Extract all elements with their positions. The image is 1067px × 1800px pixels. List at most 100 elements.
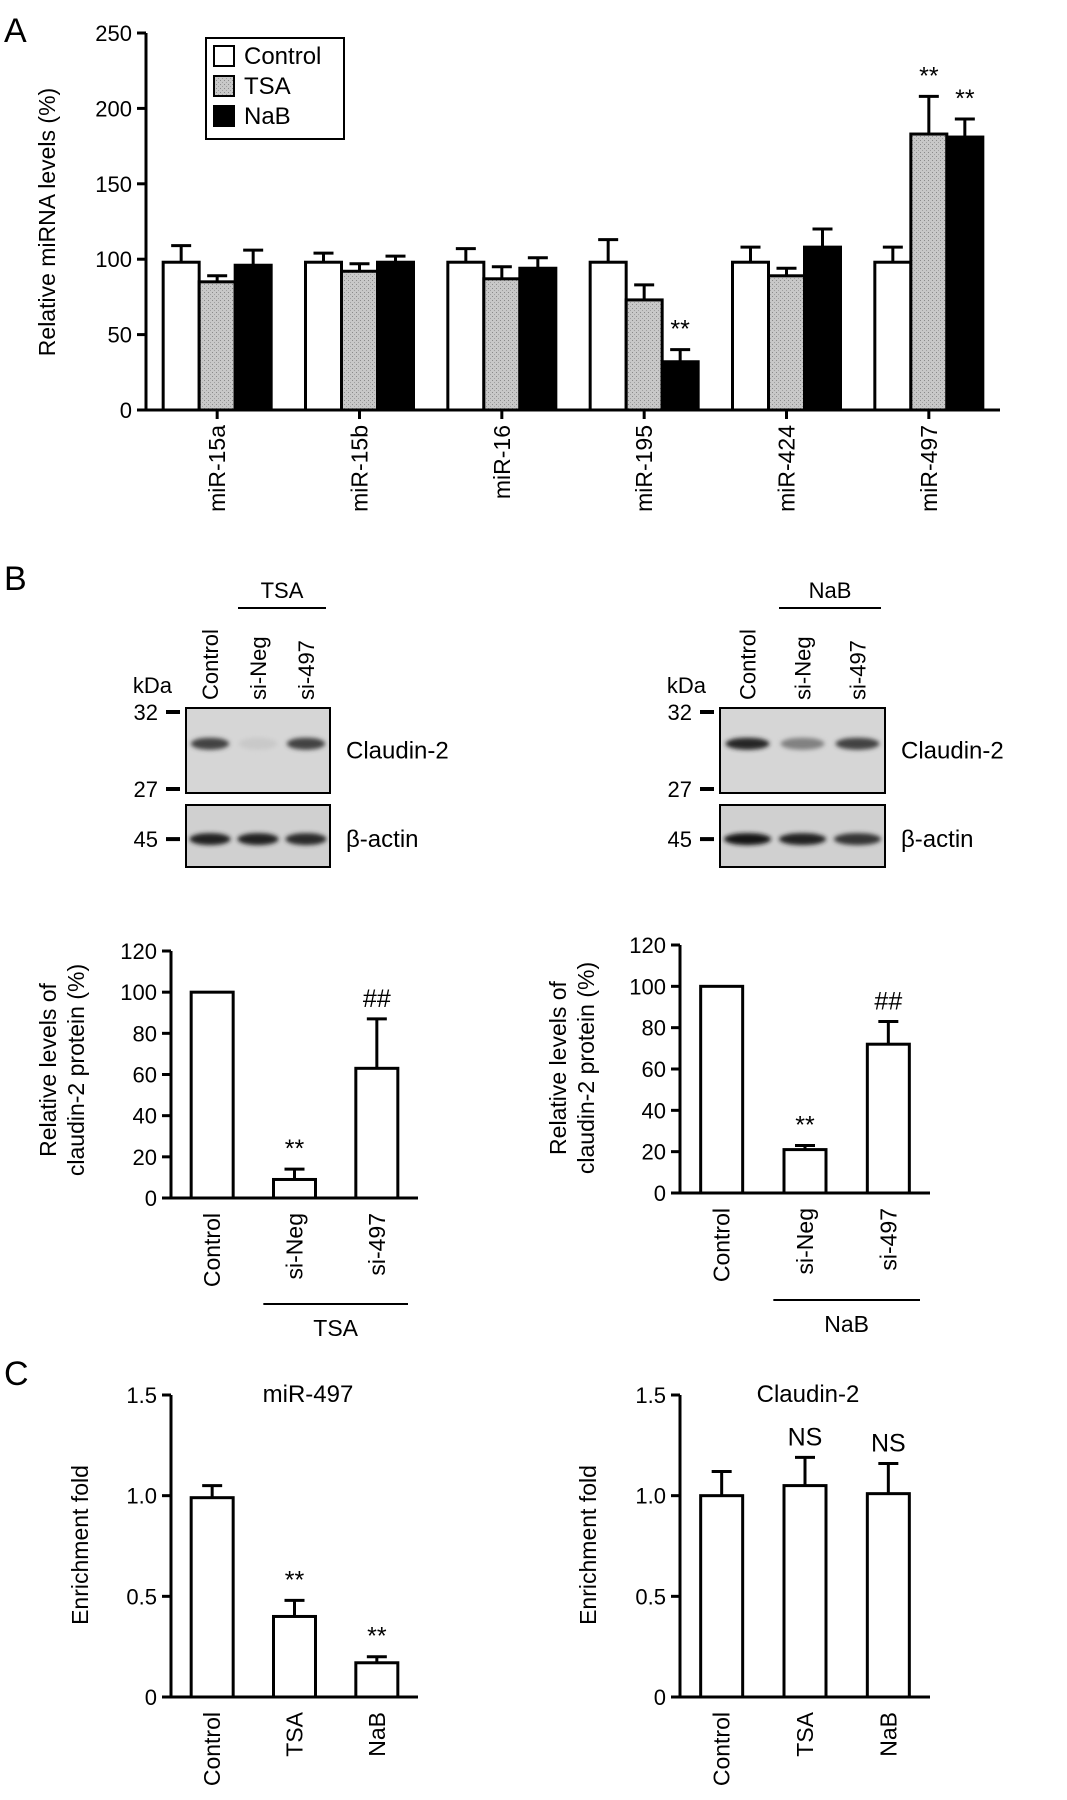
protein-label-claudin-2: Claudin-2 <box>901 738 1004 765</box>
bar-control <box>699 1494 745 1699</box>
blot-lane-label: si-Neg <box>791 636 816 700</box>
chart-title: miR-497 <box>263 1381 354 1408</box>
beta-actin-band <box>833 833 882 846</box>
category-label-control: Control <box>199 1213 225 1287</box>
y-tick-label: 60 <box>642 1057 666 1082</box>
bar-mir-15b-control <box>304 260 343 412</box>
legend: Control TSA NaB <box>205 37 345 140</box>
y-tick-label: 100 <box>629 974 666 999</box>
y-tick-label: 100 <box>120 980 157 1005</box>
bar-mir-15a-tsa <box>197 280 237 412</box>
beta-actin-band <box>723 833 772 846</box>
bar-mir-424-nab <box>803 245 842 412</box>
protein-label-beta-actin: β-actin <box>346 826 419 853</box>
y-tick-label: 0.5 <box>126 1584 157 1609</box>
y-tick-label: 0 <box>145 1186 157 1211</box>
category-label-si-neg: si-Neg <box>792 1208 818 1274</box>
bar-control <box>189 990 235 1200</box>
beta-actin-band <box>189 833 231 846</box>
y-tick-label: 200 <box>95 96 132 121</box>
chart-c-left: 0 0.5 1.0 1.5 Enrichment fold miR-497 Control T… <box>67 1381 418 1786</box>
category-label-control: Control <box>709 1712 735 1786</box>
bar-control <box>189 1496 235 1699</box>
group-label: TSA <box>313 1315 358 1341</box>
y-tick-label: 100 <box>95 247 132 272</box>
significance-mark: ## <box>363 985 391 1013</box>
kda-label: kDa <box>133 673 173 698</box>
y-tick-label: 150 <box>95 172 132 197</box>
bar-mir-195-control <box>588 260 628 412</box>
y-tick-label: 40 <box>133 1104 157 1129</box>
significance-mark: NS <box>871 1429 906 1457</box>
category-label-mir-16: miR-16 <box>489 425 515 499</box>
y-axis-title: Relative levels of <box>545 980 571 1154</box>
claudin-2-band <box>190 737 230 750</box>
y-tick-label: 250 <box>95 21 132 46</box>
chart-title: Claudin-2 <box>757 1381 860 1408</box>
significance-mark: ** <box>285 1135 305 1163</box>
y-axis-title: claudin-2 protein (%) <box>63 964 89 1176</box>
bar-nab <box>865 1492 911 1699</box>
marker-label: 45 <box>668 827 692 852</box>
marker-label: 32 <box>668 700 692 725</box>
blot-lane-label: Control <box>198 629 223 700</box>
category-label-mir-195: miR-195 <box>631 425 657 512</box>
legend-swatch-nab <box>213 105 235 127</box>
panel-letter-b: B <box>4 560 27 598</box>
claudin-2-blot <box>719 707 886 794</box>
category-label-nab: NaB <box>364 1712 390 1757</box>
y-tick-label: 1.5 <box>635 1383 666 1408</box>
y-tick-label: 20 <box>642 1140 666 1165</box>
y-tick-label: 0 <box>654 1685 666 1710</box>
bar-mir-424-tsa <box>767 274 806 412</box>
bar-tsa <box>272 1614 317 1699</box>
category-label-mir-15b: miR-15b <box>347 425 373 512</box>
y-tick-label: 1.0 <box>126 1484 157 1509</box>
beta-actin-band <box>237 833 279 846</box>
category-label-si-497: si-497 <box>875 1208 901 1271</box>
bar-mir-16-nab <box>518 266 558 412</box>
blot-lane-label: si-Neg <box>246 636 271 700</box>
marker-label: 27 <box>134 777 158 802</box>
bar-mir-497-tsa <box>909 132 949 412</box>
bar-si-497 <box>865 1042 911 1195</box>
category-label-mir-424: miR-424 <box>774 425 800 512</box>
bar-si-497 <box>354 1066 400 1200</box>
significance-mark: ** <box>670 316 690 344</box>
bar-mir-16-tsa <box>482 277 522 412</box>
blot-group-label: TSA <box>261 578 304 603</box>
category-label-si-497: si-497 <box>364 1213 390 1276</box>
category-label-mir-497: miR-497 <box>916 425 942 512</box>
bar-mir-16-control <box>446 260 486 412</box>
category-label-control: Control <box>199 1712 225 1786</box>
claudin-2-band <box>238 737 278 750</box>
bar-si-neg <box>782 1148 828 1195</box>
significance-mark: ** <box>919 62 939 90</box>
bar-mir-15a-control <box>161 260 201 412</box>
bar-si-neg <box>272 1177 317 1200</box>
protein-label-claudin-2: Claudin-2 <box>346 738 449 765</box>
bar-mir-15b-nab <box>376 260 415 412</box>
group-label: NaB <box>824 1311 869 1337</box>
marker-label: 45 <box>134 827 158 852</box>
bar-mir-497-control <box>873 260 913 412</box>
bar-mir-15a-nab <box>233 263 273 412</box>
chart-c-right: 0 0.5 1.0 1.5 Enrichment fold Claudin-2 Contro… <box>575 1381 930 1786</box>
significance-mark: ** <box>955 85 975 113</box>
significance-mark: ** <box>367 1623 387 1651</box>
category-label-control: Control <box>709 1208 735 1282</box>
blot-lane-label: si-497 <box>846 640 871 700</box>
category-label-nab: NaB <box>875 1712 901 1757</box>
bar-nab <box>354 1661 400 1699</box>
significance-mark: NS <box>788 1423 823 1451</box>
category-label-tsa: TSA <box>282 1711 308 1756</box>
y-tick-label: 0 <box>120 398 132 423</box>
legend-label-control: Control <box>244 43 321 70</box>
blot-lane-label: si-497 <box>294 640 319 700</box>
legend-swatch-control <box>213 45 235 67</box>
beta-actin-band <box>778 833 827 846</box>
legend-swatch-tsa <box>213 75 235 97</box>
